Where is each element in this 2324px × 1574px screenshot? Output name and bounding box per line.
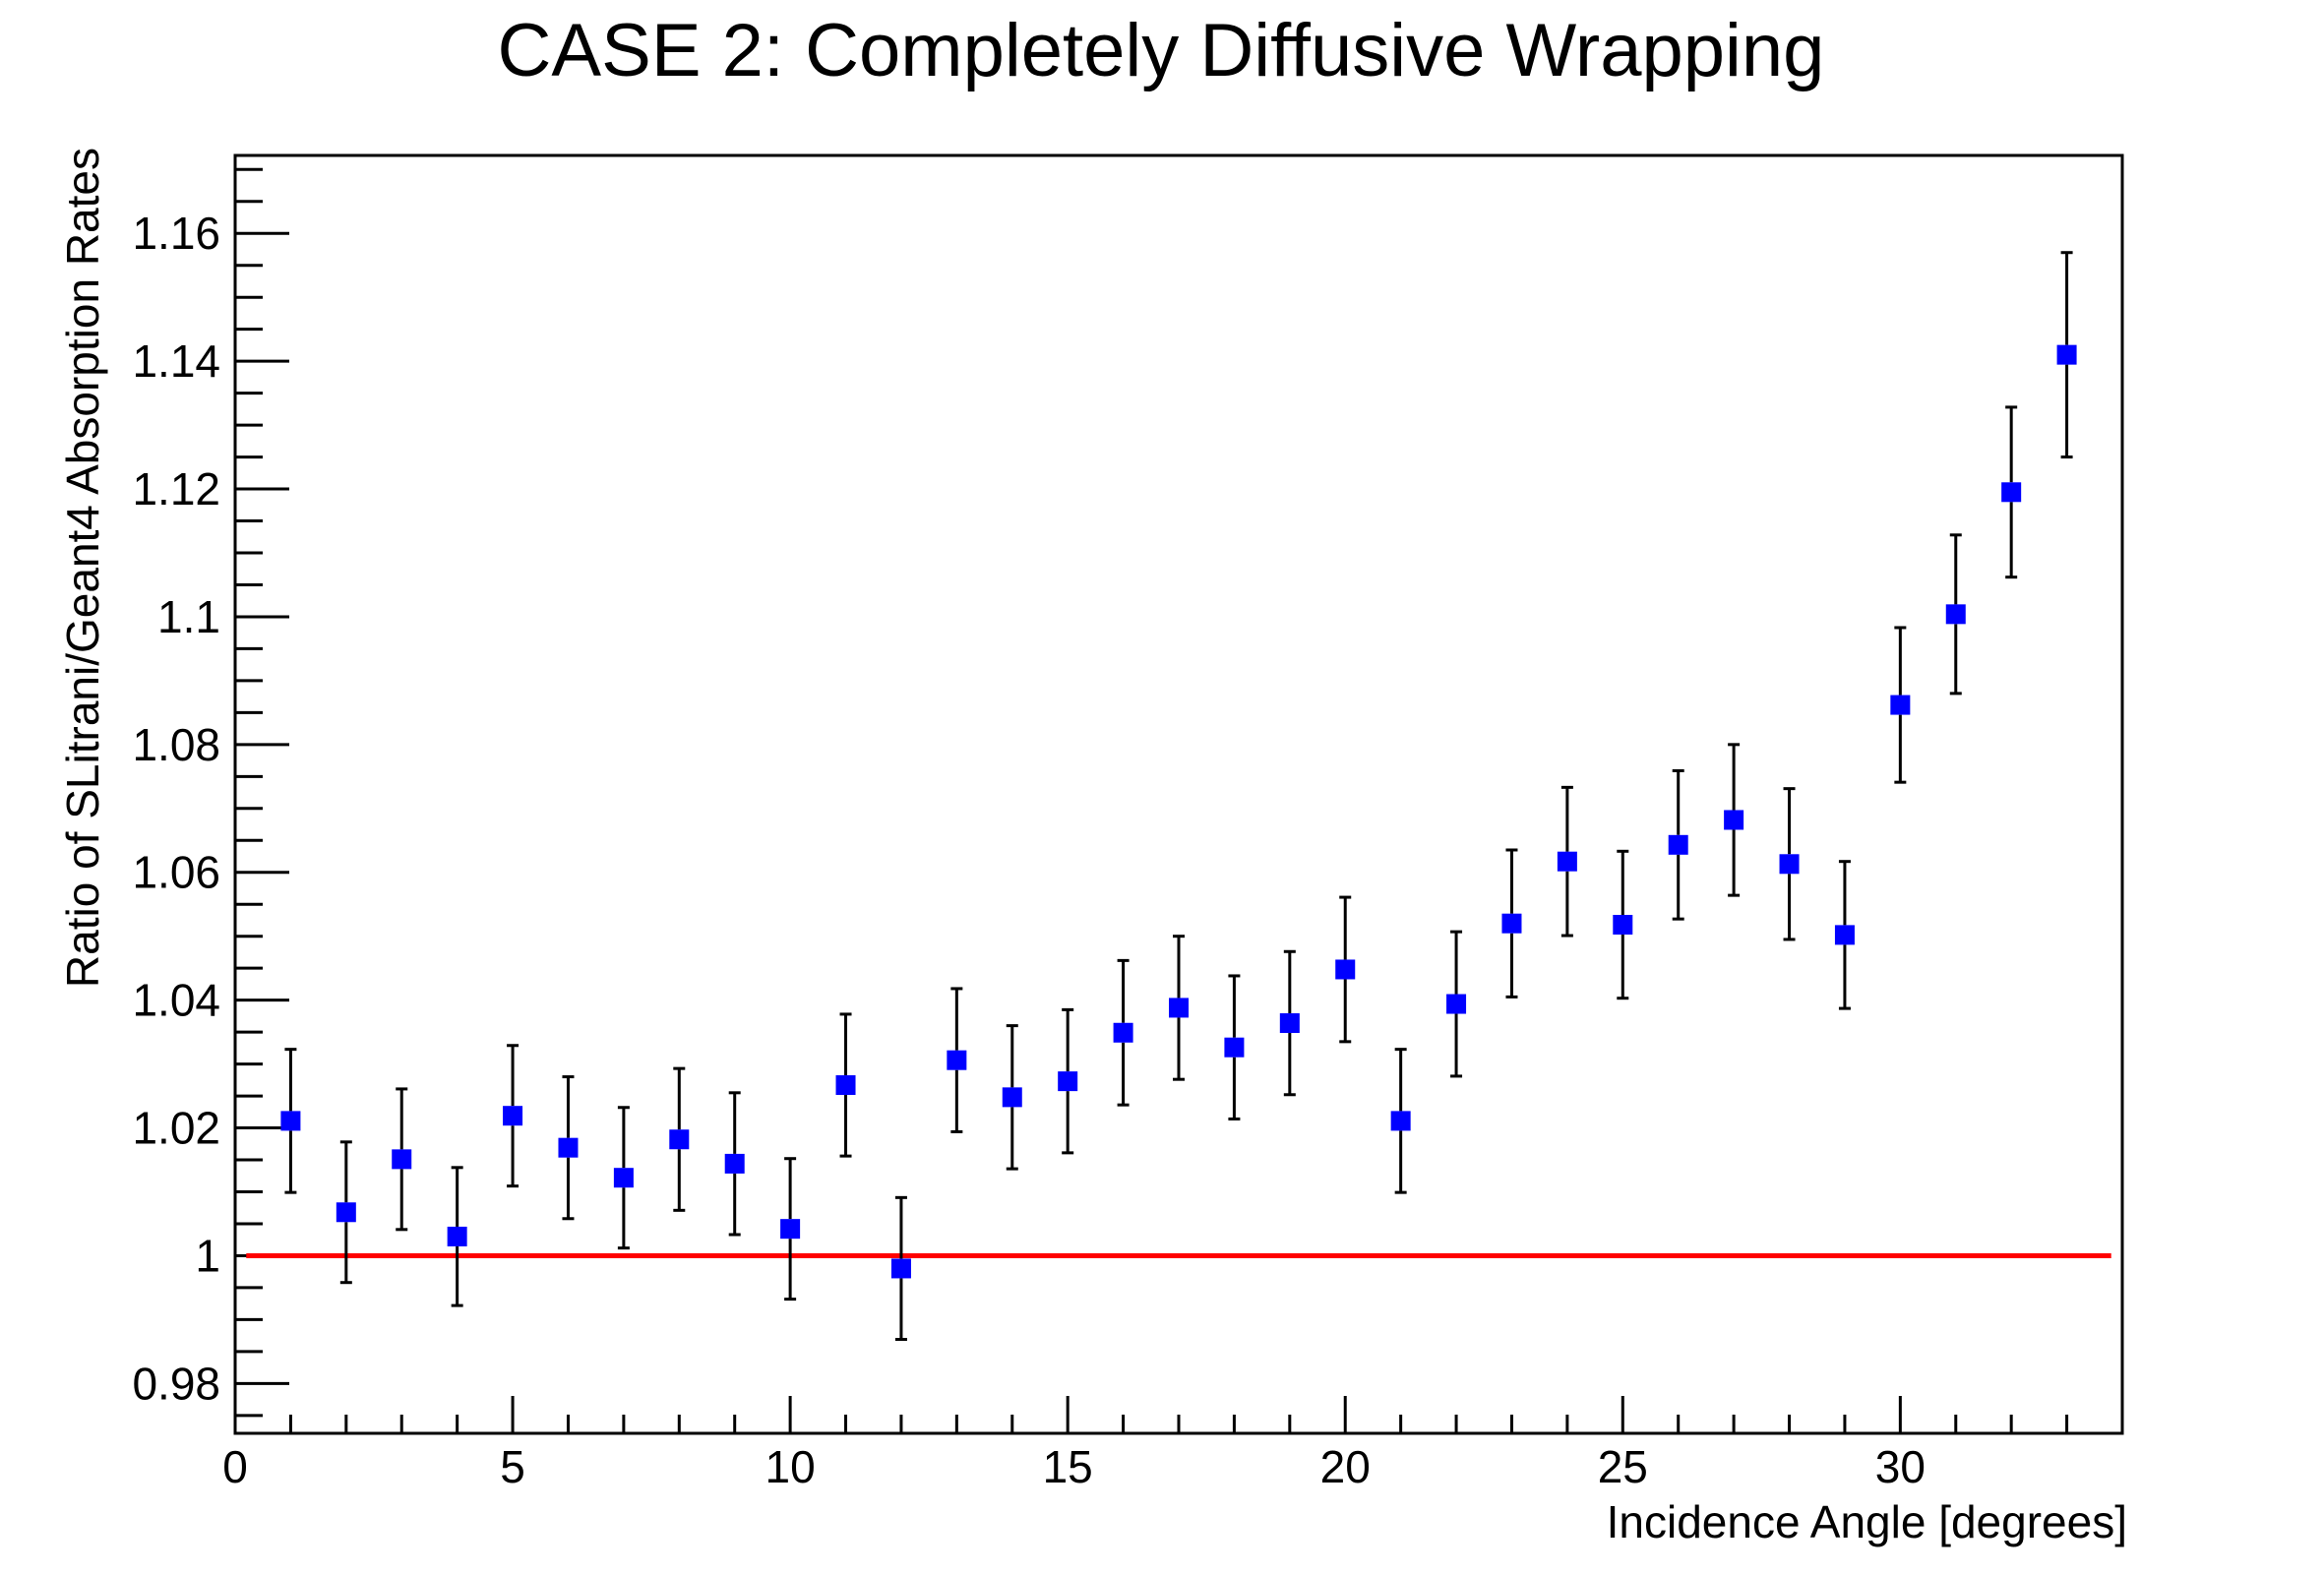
chart-title: CASE 2: Completely Diffusive Wrapping [498,9,1825,92]
data-point [336,1202,356,1223]
data-point [1668,834,1688,855]
data-point [2001,482,2022,503]
y-tick-label: 1.04 [132,975,220,1026]
y-tick-label: 1 [195,1230,220,1281]
data-point [835,1075,856,1096]
y-tick-label: 1.1 [157,591,220,642]
y-tick-label: 1.14 [132,335,220,387]
y-tick-label: 1.16 [132,208,220,259]
data-point [280,1111,301,1131]
x-tick-label: 15 [1043,1441,1093,1492]
data-point [1834,925,1855,945]
data-point [780,1219,801,1240]
data-point [1724,810,1744,830]
y-tick-label: 1.06 [132,847,220,898]
data-point [392,1149,412,1170]
data-point [890,1258,911,1279]
x-tick-label: 5 [500,1441,525,1492]
y-axis-title: Ratio of SLitrani/Geant4 Absorption Rate… [57,148,108,988]
data-point [2056,344,2077,365]
x-axis-title: Incidence Angle [degrees] [1607,1496,2127,1547]
data-point [1390,1111,1411,1131]
data-point [1169,998,1189,1018]
data-point [503,1106,523,1126]
data-point [1058,1071,1078,1092]
data-point [1224,1037,1245,1058]
x-tick-label: 0 [222,1441,248,1492]
x-tick-label: 30 [1875,1441,1926,1492]
data-point [947,1050,967,1070]
data-point [1945,604,1966,625]
data-point [1501,913,1522,934]
plot-area: 0 5 10 15 20 25 30 0.98 1 1.02 1.04 1.06 1.08 1.1 1.12… [132,153,2124,1492]
data-point [669,1129,690,1150]
data-point [1335,959,1356,980]
data-point [558,1137,579,1158]
y-tick-label: 1.02 [132,1103,220,1154]
data-point [1279,1013,1300,1034]
data-point [613,1168,634,1188]
x-tick-label: 10 [765,1441,816,1492]
data-point [1613,914,1633,935]
data-point [1446,994,1467,1014]
data-point [1002,1087,1022,1108]
data-point [1890,695,1911,715]
data-point [1779,854,1800,875]
data-point [447,1226,467,1246]
x-tick-label: 25 [1598,1441,1648,1492]
y-tick-label: 1.12 [132,463,220,515]
plot-frame [233,153,2124,1435]
x-tick-label: 20 [1320,1441,1371,1492]
y-tick-label: 1.08 [132,719,220,770]
data-point [1557,851,1577,872]
data-point [1113,1022,1133,1043]
y-tick-label: 0.98 [132,1358,220,1409]
data-point [724,1153,745,1174]
